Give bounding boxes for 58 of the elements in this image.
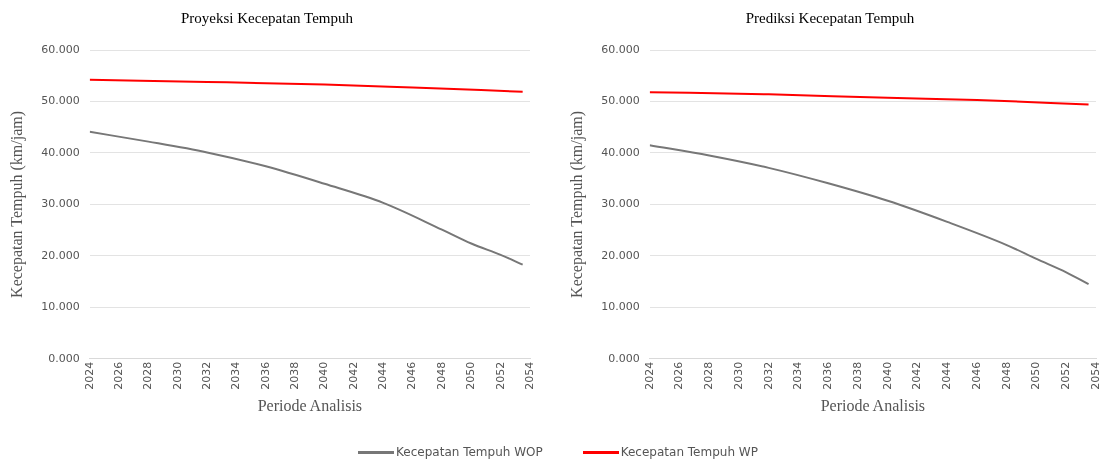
x-tick-label: 2036 bbox=[258, 361, 272, 390]
chart-title: Prediksi Kecepatan Tempuh bbox=[745, 9, 915, 26]
x-tick-label: 2040 bbox=[317, 361, 331, 390]
y-tick-label: 20.000 bbox=[41, 248, 80, 262]
x-tick-label: 2046 bbox=[969, 361, 983, 390]
legend-label: Kecepatan Tempuh WP bbox=[620, 445, 758, 459]
x-tick-label: 2042 bbox=[346, 361, 360, 390]
y-axis-title: Kecepatan Tempuh (km/jam) bbox=[567, 110, 586, 298]
line-series bbox=[649, 91, 1090, 106]
y-tick-label: 30.000 bbox=[601, 197, 640, 211]
y-tick-label: 10.000 bbox=[41, 300, 80, 314]
x-tick-label: 2026 bbox=[111, 361, 125, 390]
x-tick-label: 2024 bbox=[82, 361, 96, 390]
x-tick-label: 2044 bbox=[376, 361, 390, 390]
x-tick-label: 2028 bbox=[141, 361, 155, 390]
y-tick-label: 30.000 bbox=[41, 197, 80, 211]
x-tick-label: 2048 bbox=[999, 361, 1013, 390]
y-tick-label: 40.000 bbox=[41, 145, 80, 159]
line-series bbox=[89, 78, 524, 93]
x-tick-label: 2040 bbox=[880, 361, 894, 390]
y-tick-label: 10.000 bbox=[601, 300, 640, 314]
y-tick-label: 0.000 bbox=[608, 351, 640, 365]
x-tick-label: 2038 bbox=[850, 361, 864, 390]
y-tick-label: 40.000 bbox=[601, 145, 640, 159]
x-tick-label: 2054 bbox=[1088, 361, 1102, 390]
y-tick-label: 60.000 bbox=[41, 42, 80, 56]
x-tick-label: 2036 bbox=[821, 361, 835, 390]
x-tick-label: 2046 bbox=[405, 361, 419, 390]
line-series bbox=[89, 130, 524, 266]
x-tick-label: 2042 bbox=[910, 361, 924, 390]
y-tick-label: 0.000 bbox=[48, 351, 80, 365]
line-series bbox=[649, 144, 1090, 286]
y-tick-label: 50.000 bbox=[41, 94, 80, 108]
x-tick-label: 2026 bbox=[672, 361, 686, 390]
y-tick-label: 20.000 bbox=[601, 248, 640, 262]
x-axis-title: Periode Analisis bbox=[257, 396, 363, 414]
x-tick-label: 2052 bbox=[1059, 361, 1073, 390]
x-tick-label: 2054 bbox=[522, 361, 536, 390]
x-tick-label: 2032 bbox=[199, 361, 213, 390]
x-tick-label: 2034 bbox=[791, 361, 805, 390]
x-tick-label: 2034 bbox=[229, 361, 243, 390]
x-tick-label: 2032 bbox=[761, 361, 775, 390]
x-tick-label: 2052 bbox=[493, 361, 507, 390]
chart-title: Proyeksi Kecepatan Tempuh bbox=[181, 9, 354, 26]
x-tick-label: 2030 bbox=[731, 361, 745, 390]
x-tick-label: 2024 bbox=[642, 361, 656, 390]
x-tick-label: 2048 bbox=[434, 361, 448, 390]
x-tick-label: 2050 bbox=[464, 361, 478, 390]
x-tick-label: 2038 bbox=[288, 361, 302, 390]
y-tick-label: 60.000 bbox=[601, 42, 640, 56]
legend-label: Kecepatan Tempuh WOP bbox=[396, 445, 543, 459]
x-tick-label: 2028 bbox=[702, 361, 716, 390]
y-tick-label: 50.000 bbox=[601, 94, 640, 108]
x-tick-label: 2050 bbox=[1029, 361, 1043, 390]
y-axis-title: Kecepatan Tempuh (km/jam) bbox=[7, 110, 26, 298]
x-tick-label: 2044 bbox=[940, 361, 954, 390]
x-tick-label: 2030 bbox=[170, 361, 184, 390]
x-axis-title: Periode Analisis bbox=[820, 396, 926, 414]
